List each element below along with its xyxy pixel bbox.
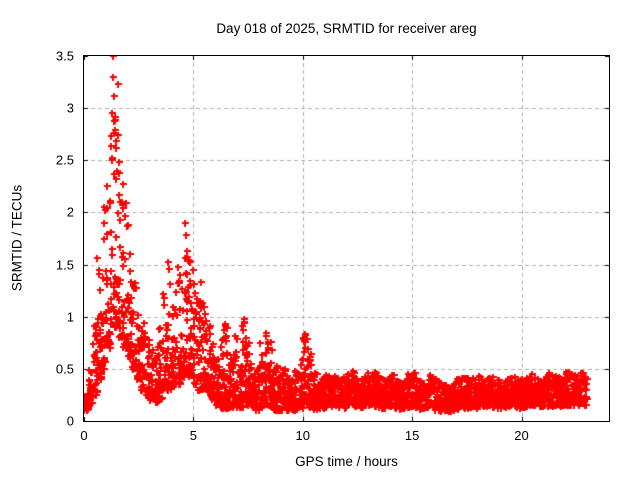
x-tick-label: 0 bbox=[80, 428, 88, 443]
y-tick-label: 3 bbox=[66, 100, 74, 116]
y-tick-label: 2.5 bbox=[55, 152, 74, 168]
scatter-plot-canvas bbox=[84, 56, 609, 421]
y-tick-label: 2 bbox=[66, 204, 74, 220]
chart-title: Day 018 of 2025, SRMTID for receiver are… bbox=[216, 21, 477, 36]
y-tick-label: 0 bbox=[66, 413, 74, 429]
x-axis-label: GPS time / hours bbox=[295, 454, 398, 469]
y-tick-label: 1 bbox=[66, 309, 74, 325]
y-tick-label: 0.5 bbox=[55, 361, 74, 377]
x-tick-label: 20 bbox=[514, 428, 529, 443]
x-tick-label: 10 bbox=[295, 428, 310, 443]
y-tick-label: 1.5 bbox=[55, 257, 74, 273]
y-axis-label: SRMTID / TECUs bbox=[9, 184, 25, 292]
x-tick-label: 15 bbox=[404, 428, 420, 443]
y-tick-label: 3.5 bbox=[55, 48, 74, 64]
x-tick-label: 5 bbox=[189, 428, 197, 443]
